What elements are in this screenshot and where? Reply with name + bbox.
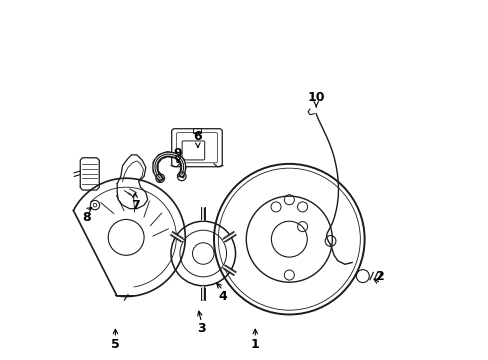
Text: 1: 1 [250, 338, 259, 351]
Text: 4: 4 [218, 290, 227, 303]
Text: 3: 3 [197, 322, 205, 335]
Bar [192, 129, 201, 133]
Text: 2: 2 [376, 270, 385, 283]
Text: 9: 9 [174, 147, 182, 159]
Text: 5: 5 [111, 338, 120, 351]
Text: 8: 8 [82, 211, 91, 224]
Text: 7: 7 [130, 199, 139, 212]
Text: 6: 6 [193, 130, 202, 144]
Text: 10: 10 [307, 91, 325, 104]
